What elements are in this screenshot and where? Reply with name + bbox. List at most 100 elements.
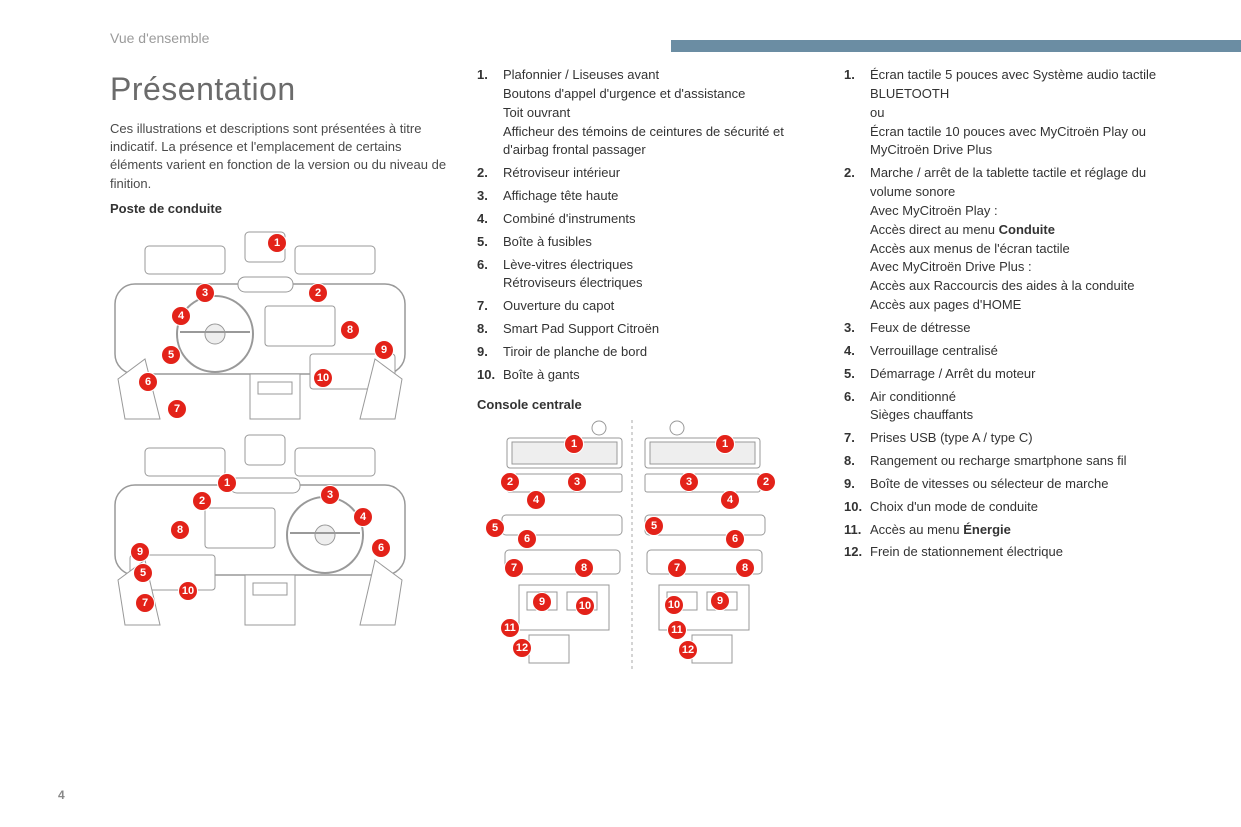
- list-number: 12.: [844, 543, 870, 562]
- list-text: Affichage tête haute: [503, 187, 814, 206]
- left-column: Présentation Ces illustrations et descri…: [110, 66, 447, 676]
- list-number: 5.: [844, 365, 870, 384]
- list-text: Ouverture du capot: [503, 297, 814, 316]
- callout-marker: 12: [678, 640, 698, 660]
- list-item: 9.Tiroir de planche de bord: [477, 343, 814, 362]
- dashboard-diagram-1: 12345678910: [110, 224, 410, 424]
- center-column: 1.Plafonnier / Liseuses avantBoutons d'a…: [477, 66, 814, 676]
- list-item: 11.Accès au menu Énergie: [844, 521, 1181, 540]
- list-item: 3.Feux de détresse: [844, 319, 1181, 338]
- callout-marker: 6: [371, 538, 391, 558]
- callout-marker: 3: [679, 472, 699, 492]
- list-text: Démarrage / Arrêt du moteur: [870, 365, 1181, 384]
- list-item: 5.Démarrage / Arrêt du moteur: [844, 365, 1181, 384]
- list-text: Smart Pad Support Citroën: [503, 320, 814, 339]
- list-number: 6.: [477, 256, 503, 294]
- callout-marker: 1: [217, 473, 237, 493]
- list-text: Feux de détresse: [870, 319, 1181, 338]
- callout-marker: 6: [725, 529, 745, 549]
- callout-marker: 2: [756, 472, 776, 492]
- page-number: 4: [58, 788, 65, 802]
- callout-marker: 5: [161, 345, 181, 365]
- list-number: 3.: [477, 187, 503, 206]
- callout-marker: 8: [340, 320, 360, 340]
- list-text: Choix d'un mode de conduite: [870, 498, 1181, 517]
- list-number: 11.: [844, 521, 870, 540]
- list-text: Boîte à gants: [503, 366, 814, 385]
- list-item: 1.Écran tactile 5 pouces avec Système au…: [844, 66, 1181, 160]
- callout-marker: 10: [178, 581, 198, 601]
- list-item: 4.Combiné d'instruments: [477, 210, 814, 229]
- list-number: 5.: [477, 233, 503, 252]
- callout-marker: 4: [526, 490, 546, 510]
- callout-marker: 9: [532, 592, 552, 612]
- callout-marker: 11: [667, 620, 687, 640]
- list-text: Écran tactile 5 pouces avec Système audi…: [870, 66, 1181, 160]
- list-text: Boîte de vitesses ou sélecteur de marche: [870, 475, 1181, 494]
- dashboard-svg-1: [110, 224, 410, 424]
- list-number: 8.: [844, 452, 870, 471]
- callout-marker: 7: [135, 593, 155, 613]
- list-text: Tiroir de planche de bord: [503, 343, 814, 362]
- right-number-list: 1.Écran tactile 5 pouces avec Système au…: [844, 66, 1181, 562]
- callout-marker: 1: [267, 233, 287, 253]
- callout-marker: 6: [138, 372, 158, 392]
- callout-marker: 8: [170, 520, 190, 540]
- callout-marker: 9: [374, 340, 394, 360]
- callout-marker: 10: [313, 368, 333, 388]
- list-number: 6.: [844, 388, 870, 426]
- list-number: 9.: [844, 475, 870, 494]
- callout-marker: 5: [485, 518, 505, 538]
- list-item: 10.Boîte à gants: [477, 366, 814, 385]
- list-item: 8.Rangement ou recharge smartphone sans …: [844, 452, 1181, 471]
- intro-text: Ces illustrations et descriptions sont p…: [110, 120, 447, 193]
- callout-marker: 6: [517, 529, 537, 549]
- callout-marker: 4: [720, 490, 740, 510]
- page-title: Présentation: [110, 71, 447, 108]
- list-item: 3.Affichage tête haute: [477, 187, 814, 206]
- list-item: 6.Lève-vitres électriquesRétroviseurs él…: [477, 256, 814, 294]
- list-text: Boîte à fusibles: [503, 233, 814, 252]
- list-text: Prises USB (type A / type C): [870, 429, 1181, 448]
- list-item: 9.Boîte de vitesses ou sélecteur de marc…: [844, 475, 1181, 494]
- list-number: 1.: [844, 66, 870, 160]
- list-item: 12.Frein de stationnement électrique: [844, 543, 1181, 562]
- console-diagram: 123456789101112123456789101112: [477, 420, 787, 670]
- callout-marker: 8: [574, 558, 594, 578]
- list-number: 3.: [844, 319, 870, 338]
- header-accent-bar: [671, 40, 1241, 52]
- list-number: 2.: [477, 164, 503, 183]
- list-number: 10.: [844, 498, 870, 517]
- list-item: 2.Marche / arrêt de la tablette tactile …: [844, 164, 1181, 315]
- list-item: 4.Verrouillage centralisé: [844, 342, 1181, 361]
- callout-marker: 7: [167, 399, 187, 419]
- list-item: 10.Choix d'un mode de conduite: [844, 498, 1181, 517]
- list-number: 9.: [477, 343, 503, 362]
- list-item: 8.Smart Pad Support Citroën: [477, 320, 814, 339]
- list-item: 7.Ouverture du capot: [477, 297, 814, 316]
- dashboard-svg-2: [110, 430, 410, 630]
- callout-marker: 9: [130, 542, 150, 562]
- list-text: Frein de stationnement électrique: [870, 543, 1181, 562]
- list-text: Marche / arrêt de la tablette tactile et…: [870, 164, 1181, 315]
- callout-marker: 9: [710, 591, 730, 611]
- callout-marker: 7: [504, 558, 524, 578]
- callout-marker: 3: [195, 283, 215, 303]
- right-column: 1.Écran tactile 5 pouces avec Système au…: [844, 66, 1181, 676]
- list-text: Accès au menu Énergie: [870, 521, 1181, 540]
- callout-marker: 4: [353, 507, 373, 527]
- callout-marker: 2: [308, 283, 328, 303]
- callout-marker: 5: [133, 563, 153, 583]
- callout-marker: 7: [667, 558, 687, 578]
- callout-marker: 3: [320, 485, 340, 505]
- list-text: Rétroviseur intérieur: [503, 164, 814, 183]
- list-item: 5.Boîte à fusibles: [477, 233, 814, 252]
- subheading-poste: Poste de conduite: [110, 201, 447, 216]
- list-number: 4.: [844, 342, 870, 361]
- list-number: 4.: [477, 210, 503, 229]
- callout-marker: 5: [644, 516, 664, 536]
- list-number: 2.: [844, 164, 870, 315]
- callout-marker: 10: [575, 596, 595, 616]
- callout-marker: 2: [192, 491, 212, 511]
- list-text: Plafonnier / Liseuses avantBoutons d'app…: [503, 66, 814, 160]
